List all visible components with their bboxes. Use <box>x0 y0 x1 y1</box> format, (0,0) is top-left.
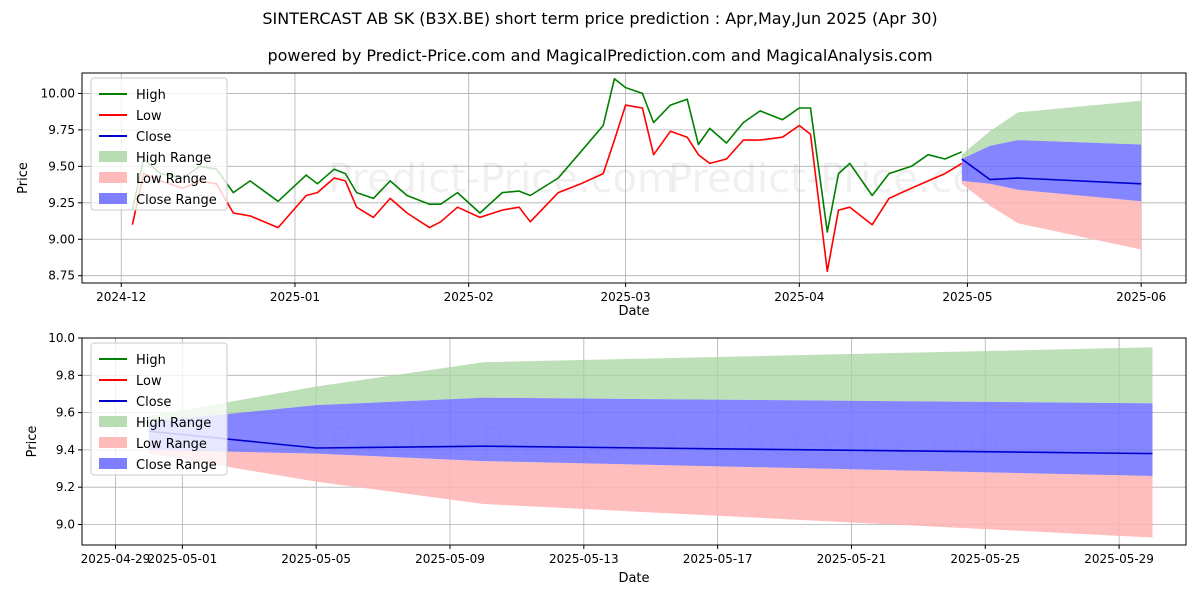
x-tick-label: 2024-12 <box>96 290 146 304</box>
legend-swatch-high-range <box>99 416 127 427</box>
x-tick-label: 2025-05-01 <box>147 552 217 566</box>
y-tick-label: 9.4 <box>56 443 75 457</box>
y-axis-label: Price <box>16 162 31 194</box>
plot-area <box>131 78 1142 273</box>
close-series-line <box>148 430 1153 455</box>
high-series-line <box>131 78 963 233</box>
y-tick-label: 10.00 <box>41 86 75 100</box>
x-tick-label: 2025-02 <box>444 290 494 304</box>
y-axis-label: Price <box>25 426 40 458</box>
legend-swatch-high-range <box>99 151 127 162</box>
x-tick-label: 2025-04 <box>774 290 824 304</box>
legend-label-high-range: High Range <box>136 416 211 431</box>
low-range-band <box>961 180 1142 250</box>
y-tick-label: 10.0 <box>48 331 75 345</box>
axes-frame <box>81 72 1187 284</box>
plot-area <box>148 347 1153 538</box>
legend-label-low-range: Low Range <box>136 437 207 452</box>
x-tick-label: 2025-01 <box>270 290 320 304</box>
legend-label-low: Low <box>136 374 162 389</box>
legend-label-low-range: Low Range <box>136 172 207 187</box>
legend-label-close: Close <box>136 395 171 410</box>
legend-swatch-close-range <box>99 193 127 204</box>
y-tick-label: 9.6 <box>56 406 75 420</box>
x-tick-label: 2025-05-13 <box>549 552 619 566</box>
x-tick-label: 2025-05-05 <box>281 552 351 566</box>
legend-label-high: High <box>136 88 166 103</box>
legend-label-high-range: High Range <box>136 151 211 166</box>
y-tick-label: 9.75 <box>48 123 75 137</box>
high-range-band <box>148 347 1153 422</box>
legend-label-close-range: Close Range <box>136 193 217 208</box>
y-tick-label: 8.75 <box>48 269 75 283</box>
x-tick-label: 2025-05-17 <box>683 552 753 566</box>
low-series-line <box>131 104 963 273</box>
legend-swatch-close-range <box>99 458 127 469</box>
axes-frame <box>81 337 1187 546</box>
legend: High Low Close High Range Low Range Close Ran… <box>90 77 228 211</box>
legend-label-close-range: Close Range <box>136 458 217 473</box>
x-axis-label: Date <box>618 571 649 586</box>
legend: High Low Close High Range Low Range Close Ran… <box>90 342 228 476</box>
y-tick-label: 9.8 <box>56 368 75 382</box>
y-tick-label: 9.50 <box>48 159 75 173</box>
close-range-band <box>148 397 1153 476</box>
x-tick-label: 2025-05-21 <box>817 552 887 566</box>
legend-label-close: Close <box>136 130 171 145</box>
y-tick-label: 9.25 <box>48 196 75 210</box>
x-tick-label: 2025-04-29 <box>81 552 151 566</box>
chart-title: SINTERCAST AB SK (B3X.BE) short term pri… <box>262 9 938 28</box>
close-series-line <box>961 158 1142 185</box>
y-tick-label: 9.00 <box>48 232 75 246</box>
x-axis-label: Date <box>618 304 649 319</box>
x-tick-label: 2025-06 <box>1116 290 1166 304</box>
low-range-band <box>148 449 1153 538</box>
chart-subtitle: powered by Predict-Price.com and Magical… <box>267 46 933 65</box>
high-range-band <box>961 100 1142 159</box>
x-tick-label: 2025-05-25 <box>950 552 1020 566</box>
watermark-text: Predict-Price.com <box>328 156 676 202</box>
legend-swatch-low-range <box>99 172 127 183</box>
y-tick-label: 9.0 <box>56 517 75 531</box>
x-tick-label: 2025-05 <box>942 290 992 304</box>
y-tick-label: 9.2 <box>56 480 75 494</box>
bottom-panel: Predict-Price.comPredict-Price.com2025-0… <box>25 331 1187 586</box>
close-range-band <box>961 140 1142 202</box>
legend-swatch-low-range <box>99 437 127 448</box>
x-tick-label: 2025-03 <box>601 290 651 304</box>
legend-label-high: High <box>136 353 166 368</box>
legend-label-low: Low <box>136 109 162 124</box>
watermark-text: Predict-Price.com <box>668 156 1016 202</box>
x-tick-label: 2025-05-29 <box>1084 552 1154 566</box>
x-tick-label: 2025-05-09 <box>415 552 485 566</box>
